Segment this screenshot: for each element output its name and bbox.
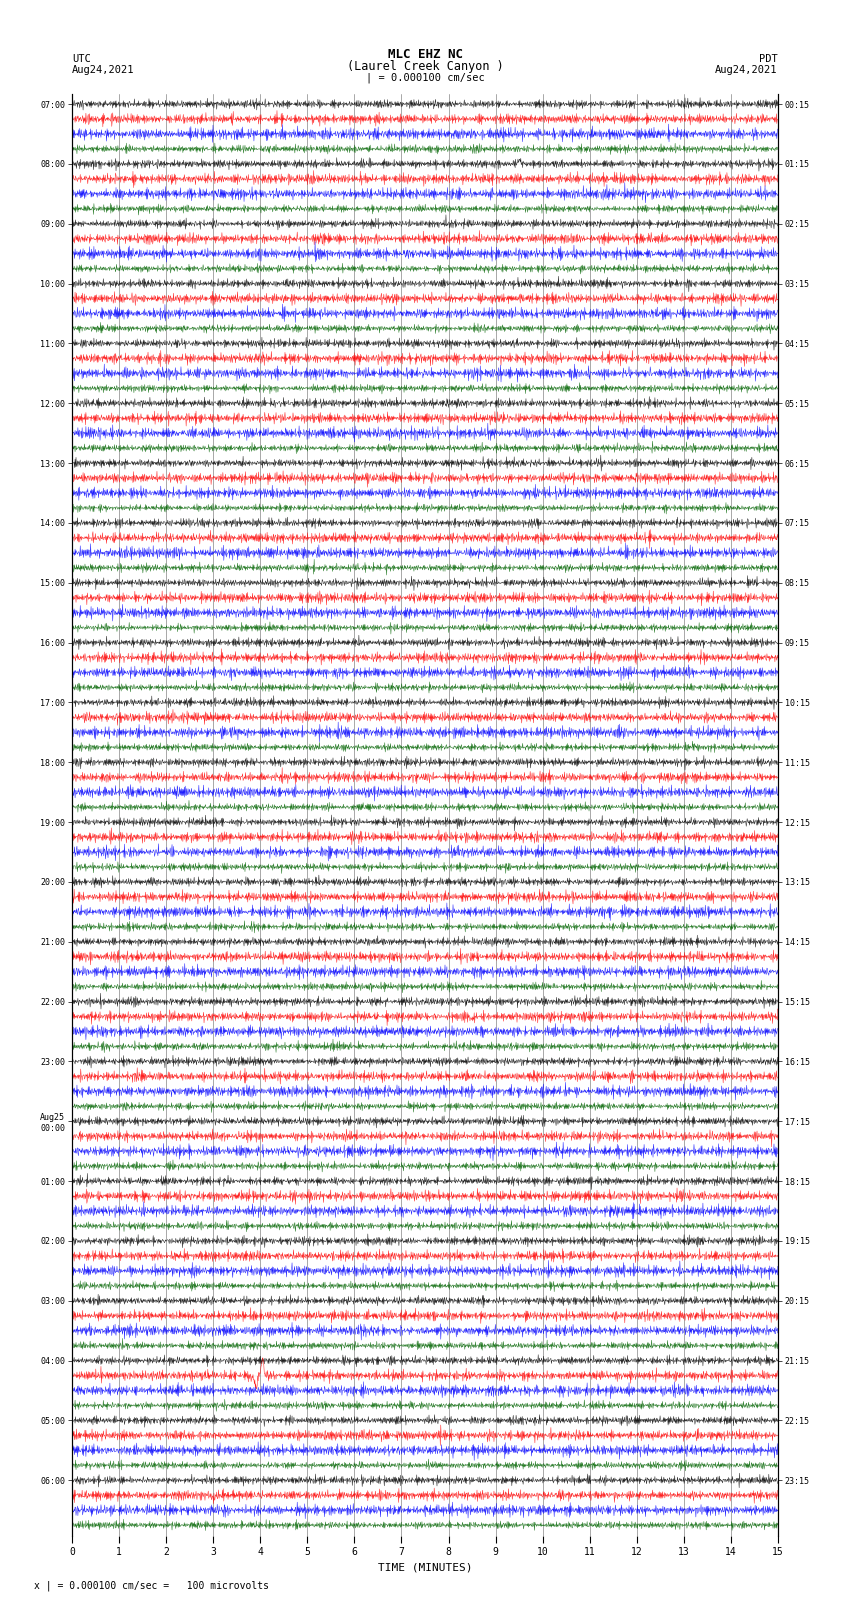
Text: PDT: PDT [759, 53, 778, 65]
Text: (Laurel Creek Canyon ): (Laurel Creek Canyon ) [347, 60, 503, 73]
Text: Aug24,2021: Aug24,2021 [72, 65, 135, 76]
Text: MLC EHZ NC: MLC EHZ NC [388, 47, 462, 61]
Text: x | = 0.000100 cm/sec =   100 microvolts: x | = 0.000100 cm/sec = 100 microvolts [34, 1581, 269, 1590]
X-axis label: TIME (MINUTES): TIME (MINUTES) [377, 1563, 473, 1573]
Text: Aug24,2021: Aug24,2021 [715, 65, 778, 76]
Text: UTC: UTC [72, 53, 91, 65]
Text: | = 0.000100 cm/sec: | = 0.000100 cm/sec [366, 73, 484, 82]
